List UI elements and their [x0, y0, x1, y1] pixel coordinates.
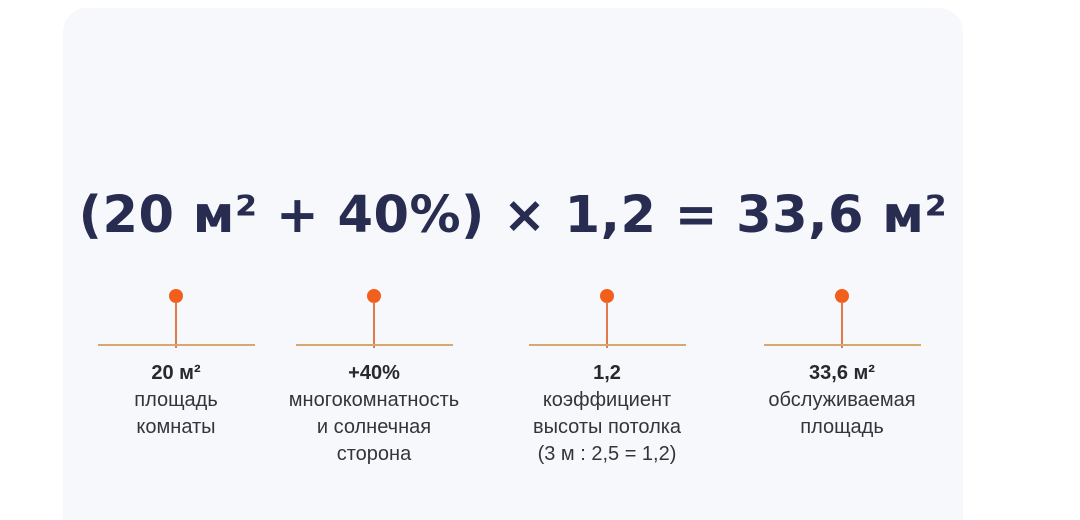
annotation-value: 20 м²	[151, 362, 201, 384]
marker-dot-icon	[835, 289, 849, 303]
annotation-description: многокомнатность и солнечная сторона	[288, 389, 460, 465]
marker-baseline	[528, 344, 686, 346]
annotation-description: обслуживаемая площадь	[768, 389, 916, 438]
marker-stem	[606, 302, 608, 348]
marker-baseline	[763, 344, 921, 346]
annotation-description: коэффициент высоты потолка (3 м : 2,5 = …	[532, 389, 682, 465]
marker-baseline	[97, 344, 255, 346]
annotation-value: 1,2	[593, 362, 621, 384]
annotation-multiroom-bonus: +40% многокомнатность и солнечная сторон…	[264, 289, 484, 468]
marker-baseline	[295, 344, 453, 346]
annotation-ceiling-coefficient: 1,2 коэффициент высоты потолка (3 м : 2,…	[497, 289, 717, 468]
marker-stem	[175, 302, 177, 348]
annotation-serviced-area: 33,6 м² обслуживаемая площадь	[732, 289, 952, 441]
annotation-value: +40%	[348, 362, 400, 384]
marker-stem	[373, 302, 375, 348]
marker-dot-icon	[169, 289, 183, 303]
formula-heading: (20 м² + 40%) × 1,2 = 33,6 м²	[78, 186, 948, 245]
formula-card	[63, 8, 963, 520]
marker-dot-icon	[367, 289, 381, 303]
annotation-room-area: 20 м² площадь комнаты	[66, 289, 286, 441]
annotation-value: 33,6 м²	[809, 362, 875, 384]
annotation-description: площадь комнаты	[134, 389, 218, 438]
marker-dot-icon	[600, 289, 614, 303]
marker-stem	[841, 302, 843, 348]
